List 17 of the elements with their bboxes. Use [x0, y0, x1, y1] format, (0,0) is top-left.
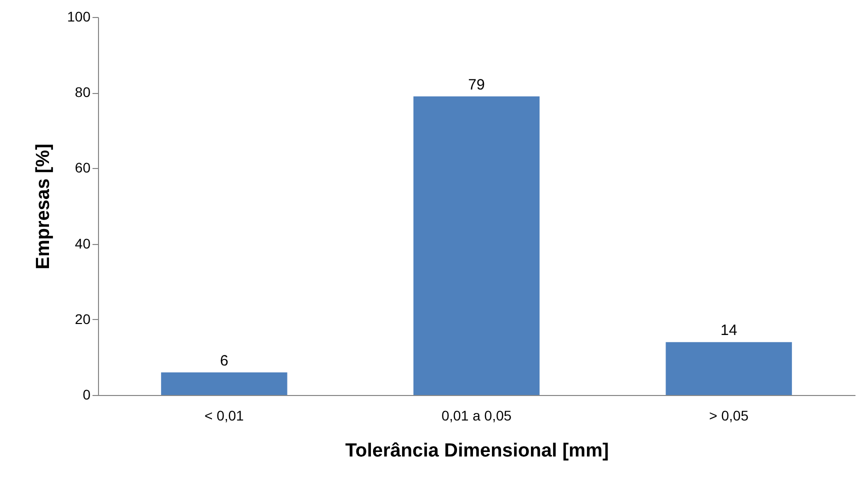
y-tick-label: 80: [74, 84, 91, 100]
y-tick-label: 60: [74, 160, 91, 176]
y-tick-label: 100: [67, 8, 91, 24]
data-label: 14: [720, 322, 738, 340]
bar: [161, 372, 288, 395]
y-tick-label: 20: [74, 310, 91, 327]
data-label: 6: [220, 352, 228, 370]
x-axis-title: Tolerância Dimensional [mm]: [345, 440, 609, 462]
bar: [413, 96, 540, 395]
y-tick-label: 0: [82, 386, 91, 402]
y-axis-title: Empresas [%]: [33, 144, 54, 270]
x-tick-label: 0,01 a 0,05: [441, 408, 512, 424]
y-tick-label: 40: [74, 235, 91, 252]
x-tick-label: < 0,01: [204, 408, 244, 424]
bar: [666, 342, 792, 395]
x-tick-label: > 0,05: [709, 408, 749, 424]
data-label: 79: [468, 76, 485, 94]
